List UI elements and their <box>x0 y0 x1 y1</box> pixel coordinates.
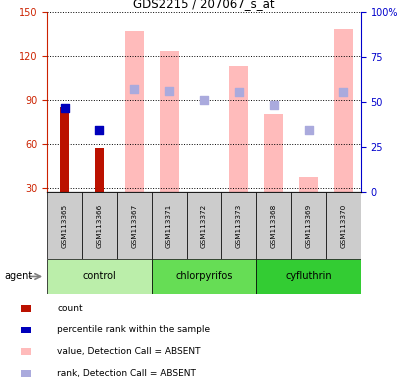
Title: GDS2215 / 207067_s_at: GDS2215 / 207067_s_at <box>133 0 274 10</box>
Point <box>61 105 68 111</box>
Bar <box>60 107 69 192</box>
Bar <box>263 114 283 192</box>
Text: percentile rank within the sample: percentile rank within the sample <box>57 326 210 334</box>
Text: GSM113372: GSM113372 <box>200 204 207 248</box>
Bar <box>20 348 31 355</box>
Text: GSM113368: GSM113368 <box>270 204 276 248</box>
Bar <box>20 305 31 312</box>
Bar <box>47 192 82 259</box>
Bar <box>186 192 221 259</box>
Text: chlorpyrifos: chlorpyrifos <box>175 271 232 281</box>
Bar <box>256 192 290 259</box>
Text: GSM113370: GSM113370 <box>339 204 346 248</box>
Bar <box>47 259 151 294</box>
Bar <box>229 66 248 192</box>
Bar <box>95 148 103 192</box>
Bar <box>325 192 360 259</box>
Bar <box>151 259 256 294</box>
Point <box>270 103 276 109</box>
Text: GSM113366: GSM113366 <box>96 204 102 248</box>
Point <box>339 89 346 95</box>
Bar <box>290 192 325 259</box>
Bar <box>82 192 117 259</box>
Point <box>200 96 207 103</box>
Bar <box>298 177 317 192</box>
Bar <box>117 192 151 259</box>
Point <box>96 127 103 134</box>
Text: GSM113365: GSM113365 <box>61 204 67 248</box>
Text: GSM113371: GSM113371 <box>166 204 172 248</box>
Point <box>305 127 311 134</box>
Bar <box>333 29 352 192</box>
Bar <box>159 51 178 192</box>
Point <box>131 86 137 93</box>
Text: rank, Detection Call = ABSENT: rank, Detection Call = ABSENT <box>57 369 196 378</box>
Text: cyfluthrin: cyfluthrin <box>285 271 331 281</box>
Bar <box>256 259 360 294</box>
Point <box>235 89 242 95</box>
Point <box>166 88 172 94</box>
Text: control: control <box>82 271 116 281</box>
Bar <box>20 370 31 377</box>
Text: count: count <box>57 304 83 313</box>
Text: GSM113373: GSM113373 <box>235 204 241 248</box>
Text: GSM113367: GSM113367 <box>131 204 137 248</box>
Bar <box>20 326 31 333</box>
Bar <box>124 31 144 192</box>
Bar <box>151 192 186 259</box>
Text: agent: agent <box>4 271 32 281</box>
Text: value, Detection Call = ABSENT: value, Detection Call = ABSENT <box>57 347 200 356</box>
Text: GSM113369: GSM113369 <box>305 204 311 248</box>
Bar <box>221 192 256 259</box>
